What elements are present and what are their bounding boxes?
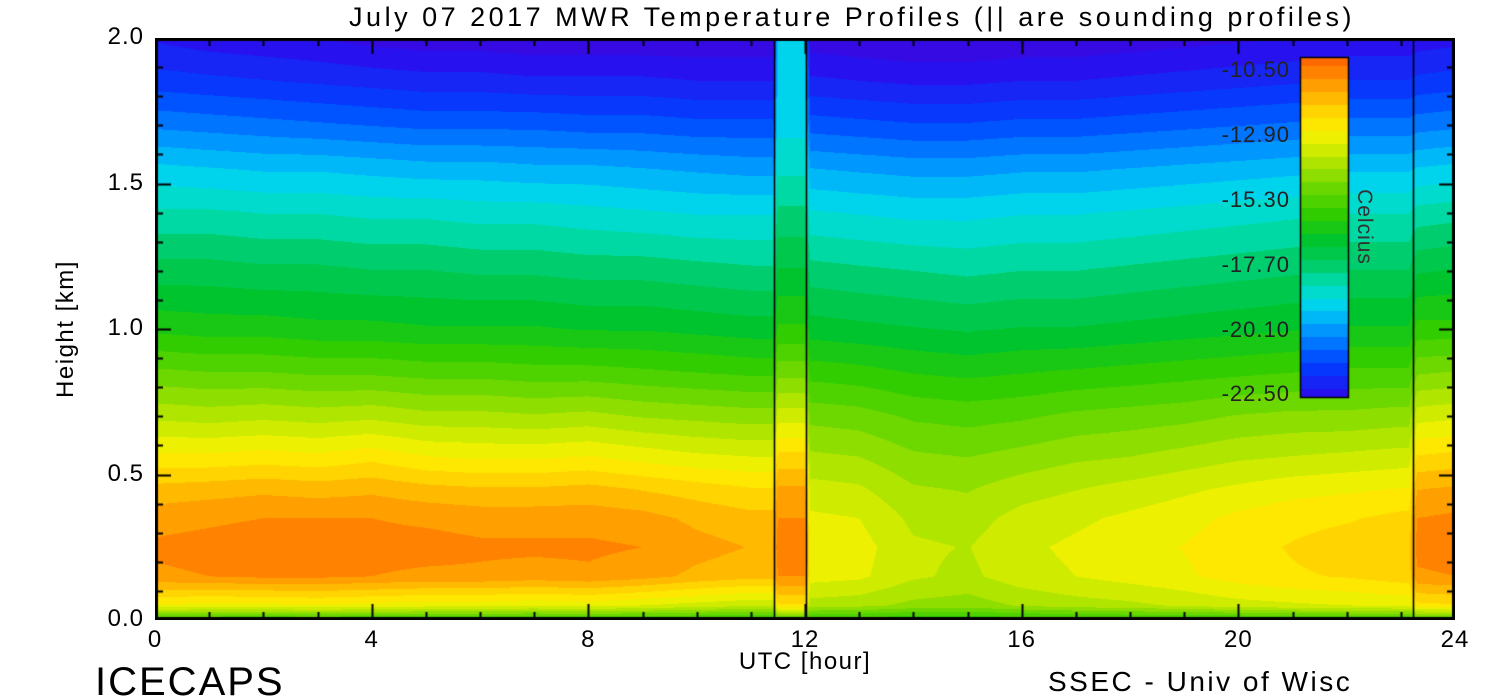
y-tick-label: 0.0 [107, 605, 144, 632]
plot-title: July 07 2017 MWR Temperature Profiles (|… [349, 2, 1355, 32]
x-tick-label: 16 [1007, 626, 1037, 653]
y-tick-label: 0.5 [107, 459, 144, 487]
x-tick-label: 12 [790, 626, 820, 653]
y-tick-label: 1.5 [107, 168, 144, 196]
x-tick-label: 24 [1440, 626, 1470, 653]
institution-text: SSEC - Univ of Wisc [1048, 666, 1353, 697]
colorbar-tick-label: -12.90 [1221, 122, 1290, 148]
x-axis-label: UTC [hour] [738, 648, 872, 675]
x-tick-label: 8 [581, 626, 596, 653]
colorbar-tick-label: -17.70 [1221, 251, 1290, 277]
colorbar-tick-label: -22.50 [1221, 381, 1290, 407]
y-tick-label: 2.0 [107, 23, 144, 50]
x-tick-label: 0 [147, 626, 163, 653]
project-name-text: ICECAPS [95, 660, 285, 700]
x-tick-label: 20 [1223, 626, 1253, 653]
colorbar-tick-label: -20.10 [1221, 316, 1290, 342]
colorbar-label: Celcius [1353, 189, 1376, 265]
colorbar-tick-label: -15.30 [1221, 187, 1290, 213]
y-tick-label: 1.0 [107, 314, 144, 341]
colorbar-tick-label: -10.50 [1221, 57, 1290, 83]
x-tick-label: 4 [364, 626, 379, 653]
heatmap-plot-area [155, 38, 1455, 620]
